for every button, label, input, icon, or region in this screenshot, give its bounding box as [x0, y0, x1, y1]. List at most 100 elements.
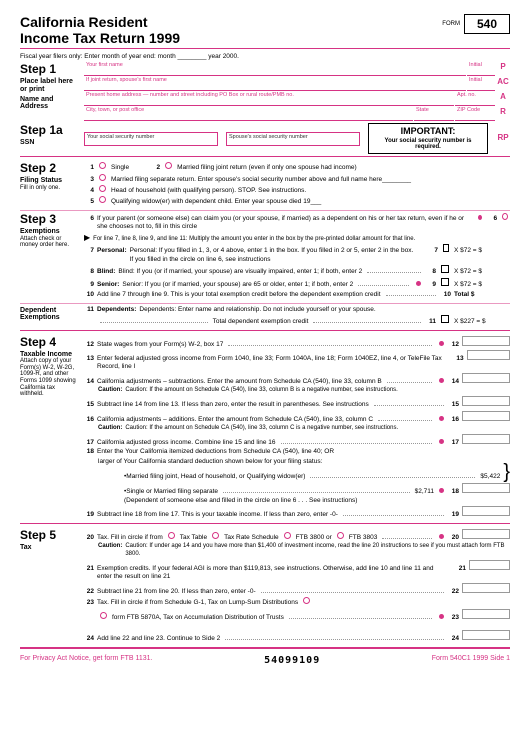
l21-text: Exemption credits. If your federal AGI i…	[97, 565, 446, 582]
l12-text: State wages from your Form(s) W-2, box 1…	[97, 341, 223, 349]
step3-label: Step 3 Exemptions Attach check or money …	[20, 212, 78, 249]
rule	[20, 523, 510, 524]
box-11[interactable]	[441, 315, 449, 323]
radio-mfs[interactable]	[99, 174, 106, 181]
title-line1: California Resident	[20, 14, 180, 30]
important-box: IMPORTANT: Your social security number i…	[368, 123, 488, 154]
radio-qw[interactable]	[99, 196, 106, 203]
bottom-bar	[20, 647, 510, 649]
l18b-text: larger of Your California standard deduc…	[98, 458, 322, 466]
step1a-row: Step 1a SSN Your social security number …	[20, 123, 510, 154]
step1-row: Step 1 Place label here or print Name an…	[20, 62, 510, 121]
l19-text: Subtract line 18 from line 17. This is y…	[97, 511, 338, 519]
circ-5870a[interactable]	[100, 612, 107, 619]
amt-20[interactable]	[462, 529, 510, 539]
step4-title: Step 4	[20, 335, 78, 349]
amt-17[interactable]	[462, 434, 510, 444]
side-r: R	[496, 107, 510, 121]
dep-row: Dependent Exemptions 11Dependents: Depen…	[20, 305, 510, 328]
step2-content: 1Single 2Married filing joint return (ev…	[84, 161, 510, 208]
amt-21[interactable]	[469, 560, 510, 570]
rule	[20, 210, 510, 211]
rule	[20, 303, 510, 304]
address-field[interactable]: Present home address — number and street…	[84, 92, 454, 106]
box-9[interactable]	[441, 278, 449, 286]
radio-hoh[interactable]	[99, 185, 106, 192]
amt-22[interactable]	[462, 583, 510, 593]
initial-field[interactable]: Initial	[467, 62, 495, 76]
step2-title: Step 2	[20, 161, 78, 175]
dep-label: Dependent Exemptions	[20, 305, 78, 322]
form-number-box: FORM 540	[442, 14, 510, 34]
l3-text: Married filing separate return. Enter sp…	[111, 176, 411, 184]
form-title: California Resident Income Tax Return 19…	[20, 14, 180, 46]
x72-9: X $72 = $	[454, 281, 510, 289]
circ-3803[interactable]	[337, 532, 344, 539]
side-a: A	[496, 92, 510, 106]
side-rp: RP	[496, 133, 510, 143]
circle-6[interactable]	[502, 213, 508, 220]
first-name-field[interactable]: Your first name	[84, 62, 466, 76]
l4-text: Head of household (with qualifying perso…	[111, 187, 306, 195]
state-field[interactable]: State	[414, 107, 454, 121]
step3-title: Step 3	[20, 212, 78, 226]
header: California Resident Income Tax Return 19…	[20, 14, 510, 46]
amt-19[interactable]	[462, 506, 510, 516]
l11-total-label: Total dependent exemption credit	[213, 318, 309, 326]
step3-note: Attach check or money order here.	[20, 236, 78, 249]
box-7[interactable]	[443, 244, 449, 252]
step3-row: Step 3 Exemptions Attach check or money …	[20, 212, 510, 301]
step5-title: Step 5	[20, 528, 78, 542]
l-for-text: For line 7, line 8, line 9, and line 11:…	[93, 236, 415, 244]
form-number: 540	[464, 14, 510, 34]
l16-caution: Caution: If the amount on Schedule CA (5…	[125, 425, 398, 433]
rule	[20, 330, 510, 331]
x227: X $227 = $	[454, 318, 510, 326]
footer-left: For Privacy Act Notice, get form FTB 113…	[20, 655, 153, 666]
circ-taxtable[interactable]	[168, 532, 175, 539]
amt-24[interactable]	[462, 630, 510, 640]
l23-text: Tax. Fill in circle if from Schedule G-1…	[97, 599, 298, 607]
side-ac: AC	[496, 77, 510, 91]
side-p: P	[496, 62, 510, 76]
form-label: FORM	[442, 21, 460, 27]
amt-18[interactable]	[462, 483, 510, 493]
dep-sub: Dependent Exemptions	[20, 307, 78, 322]
important-title: IMPORTANT:	[375, 126, 481, 138]
rule	[20, 48, 510, 49]
step1a-label: Step 1a SSN	[20, 123, 78, 147]
spouse-first-field[interactable]: If joint return, spouse's first name	[84, 77, 466, 91]
zip-field[interactable]: ZIP Code	[455, 107, 495, 121]
x72-7: X $72 = $	[454, 247, 510, 255]
step5-row: Step 5 Tax 20Tax. Fill in circle if from…	[20, 528, 510, 645]
step3-content: 6If your parent (or someone else) can cl…	[84, 212, 510, 301]
l18s: •Single or Married filing separate	[124, 488, 218, 496]
circ-rateschedule[interactable]	[212, 532, 219, 539]
x72-8: X $72 = $	[454, 268, 510, 276]
apt-field[interactable]: Apt. no.	[455, 92, 495, 106]
box-8[interactable]	[441, 265, 449, 273]
radio-mfj[interactable]	[165, 162, 172, 169]
amt-15[interactable]	[462, 396, 510, 406]
l22-text: Subtract line 21 from line 20. If less t…	[97, 588, 256, 596]
rule	[20, 156, 510, 157]
your-ssn-field[interactable]: Your social security number	[84, 132, 218, 146]
spouse-ssn-field[interactable]: Spouse's social security number	[226, 132, 360, 146]
l9-text: Senior: If you (or if married, your spou…	[122, 281, 353, 289]
footer: For Privacy Act Notice, get form FTB 113…	[20, 655, 510, 666]
amt-16[interactable]	[462, 411, 510, 421]
circ-g1[interactable]	[303, 597, 310, 604]
l2-text: Married filing joint return (even if onl…	[177, 164, 357, 172]
city-field[interactable]: City, town, or post office	[84, 107, 413, 121]
amt-12[interactable]	[462, 336, 510, 346]
spouse-initial-field[interactable]: Initial	[467, 77, 495, 91]
radio-single[interactable]	[99, 162, 106, 169]
amt-13[interactable]	[467, 350, 510, 360]
l6-text: If your parent (or someone else) can cla…	[97, 215, 466, 232]
l18-text: Enter the Your California itemized deduc…	[97, 448, 334, 456]
step5-content: 20Tax. Fill in circle if from Tax Table …	[84, 528, 510, 645]
footer-barcode: 54099109	[264, 655, 320, 666]
amt-23[interactable]	[462, 609, 510, 619]
amt-14[interactable]	[462, 373, 510, 383]
circ-3800[interactable]	[284, 532, 291, 539]
